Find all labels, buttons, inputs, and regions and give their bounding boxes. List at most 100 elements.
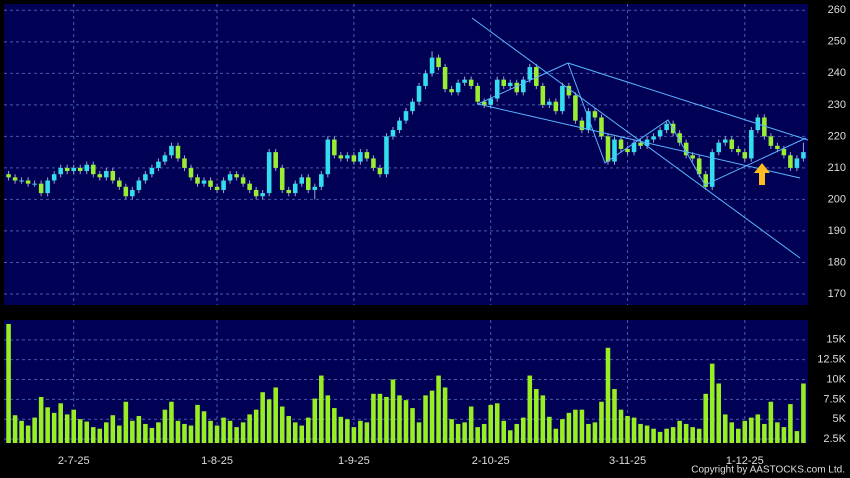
candle-body bbox=[683, 142, 689, 156]
volume-bar bbox=[670, 427, 676, 443]
candle-body bbox=[729, 139, 735, 149]
volume-bar bbox=[709, 363, 715, 443]
volume-bar bbox=[312, 398, 318, 443]
volume-bar bbox=[397, 395, 402, 443]
volume-bar bbox=[742, 420, 748, 443]
volume-bar bbox=[130, 420, 135, 443]
volume-bar bbox=[377, 393, 383, 443]
candle-body bbox=[781, 148, 787, 156]
volume-bar bbox=[690, 427, 695, 443]
volume-bar bbox=[97, 428, 103, 443]
volume-bar bbox=[599, 401, 604, 443]
candle-body bbox=[71, 167, 76, 172]
volume-bar bbox=[156, 422, 161, 443]
candle-body bbox=[403, 111, 409, 121]
x-tick-label: 1-12-25 bbox=[726, 455, 764, 467]
candle-body bbox=[762, 117, 767, 137]
x-tick-label: 2-10-25 bbox=[472, 455, 510, 467]
volume-bar bbox=[612, 389, 617, 443]
volume-bar bbox=[390, 379, 396, 443]
y-tick-label: 190 bbox=[828, 225, 846, 237]
volume-bar bbox=[547, 416, 552, 443]
candle-body bbox=[51, 174, 57, 181]
candle-body bbox=[182, 158, 187, 168]
volume-bar bbox=[677, 420, 682, 443]
y-tick-label: 180 bbox=[828, 256, 846, 268]
candle-body bbox=[19, 180, 24, 182]
candle-body bbox=[338, 155, 344, 159]
volume-bar bbox=[299, 425, 305, 443]
candle-body bbox=[664, 123, 669, 131]
volume-bar bbox=[442, 387, 448, 443]
volume-bar bbox=[169, 401, 174, 443]
volume-bar bbox=[664, 428, 669, 443]
volume-bar bbox=[143, 423, 148, 443]
candle-body bbox=[794, 158, 800, 168]
volume-bar bbox=[253, 409, 259, 443]
candle-body bbox=[227, 174, 233, 181]
volume-bar bbox=[90, 427, 96, 443]
volume-bar bbox=[657, 431, 663, 443]
volume-bar bbox=[436, 375, 441, 443]
volume-bar bbox=[221, 417, 226, 443]
candle-body bbox=[45, 180, 50, 194]
volume-bar bbox=[788, 404, 793, 443]
candle-body bbox=[312, 186, 318, 190]
volume-bar bbox=[592, 422, 598, 443]
volume-bar bbox=[644, 425, 650, 443]
volume-bar bbox=[351, 427, 357, 443]
candle-body bbox=[273, 152, 278, 168]
volume-bar bbox=[292, 422, 298, 443]
candle-body bbox=[325, 139, 331, 175]
candle-body bbox=[208, 180, 213, 187]
copyright: Copyright by AASTOCKS.com Ltd. bbox=[691, 465, 845, 476]
volume-bar bbox=[182, 423, 187, 443]
volume-bar bbox=[162, 409, 168, 443]
volume-bar bbox=[755, 414, 761, 443]
candle-body bbox=[345, 155, 350, 159]
zigzag-line bbox=[567, 62, 807, 186]
candle-body bbox=[742, 152, 748, 159]
volume-bar bbox=[573, 409, 578, 443]
price-panel bbox=[4, 4, 808, 305]
candle-body bbox=[319, 174, 324, 187]
candle-body bbox=[677, 133, 682, 143]
candle-body bbox=[579, 120, 585, 131]
candle-body bbox=[481, 101, 487, 105]
candle-body bbox=[638, 142, 643, 146]
y-tick-label: 170 bbox=[828, 288, 846, 300]
trend-line bbox=[477, 62, 569, 105]
volume-bar bbox=[188, 425, 194, 443]
volume-bar bbox=[358, 420, 363, 443]
candle-body bbox=[527, 67, 533, 80]
candle-body bbox=[266, 152, 272, 194]
volume-bar bbox=[117, 425, 122, 443]
volume-bar bbox=[586, 423, 591, 443]
volume-bar bbox=[345, 419, 350, 443]
volume-bar bbox=[638, 423, 643, 443]
candle-body bbox=[364, 152, 370, 159]
candle-body bbox=[136, 180, 142, 190]
volume-bar bbox=[768, 401, 774, 443]
volume-bar bbox=[579, 409, 585, 443]
candle-body bbox=[58, 167, 63, 175]
candle-body bbox=[566, 85, 572, 96]
volume-bar bbox=[240, 422, 246, 443]
volume-bar bbox=[266, 399, 272, 443]
candle-body bbox=[12, 177, 18, 181]
volume-bar bbox=[722, 414, 728, 443]
candle-body bbox=[162, 155, 168, 162]
candle-body bbox=[429, 57, 435, 74]
candle-body bbox=[351, 155, 357, 162]
volume-bar bbox=[38, 396, 44, 443]
volume-bar bbox=[260, 392, 265, 443]
candle-body bbox=[455, 82, 461, 93]
x-tick-label: 3-11-25 bbox=[609, 455, 646, 467]
volume-bar bbox=[520, 417, 526, 443]
candle-body bbox=[110, 171, 116, 181]
volume-bar bbox=[749, 417, 754, 443]
volume-bar bbox=[58, 403, 63, 443]
candle-body bbox=[104, 171, 109, 178]
y-tick-label: 220 bbox=[828, 130, 846, 142]
